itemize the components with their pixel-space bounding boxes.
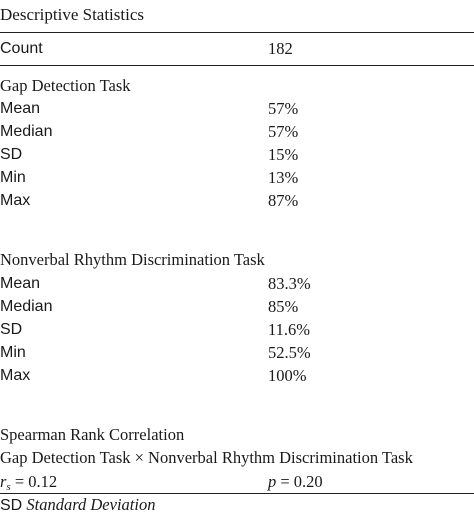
- table-row: Max 87%: [0, 189, 474, 212]
- footnote-abbr: SD: [0, 497, 23, 514]
- rhythm-sd-label: SD: [0, 321, 23, 338]
- gap-max-value: 87%: [268, 191, 299, 210]
- table-row: SD 11.6%: [0, 318, 474, 341]
- rhythm-min-label: Min: [0, 344, 26, 361]
- gap-median-value: 57%: [268, 122, 299, 141]
- gap-mean-label: Mean: [0, 100, 41, 117]
- gap-task-title: Gap Detection Task: [0, 76, 131, 95]
- count-label: Count: [0, 40, 43, 57]
- table-row: Min 52.5%: [0, 341, 474, 364]
- count-row: Count 182: [0, 37, 474, 60]
- table-row: Median 57%: [0, 120, 474, 143]
- top-rule: [0, 32, 474, 33]
- correlation-comparison: Gap Detection Task × Nonverbal Rhythm Di…: [0, 448, 413, 467]
- correlation-values-row: rs = 0.12 p = 0.20: [0, 470, 474, 493]
- gap-max-label: Max: [0, 192, 31, 209]
- rhythm-sd-value: 11.6%: [268, 320, 311, 339]
- rhythm-mean-value: 83.3%: [268, 274, 311, 293]
- rhythm-mean-label: Mean: [0, 275, 41, 292]
- rs-value: = 0.12: [14, 472, 58, 491]
- gap-min-value: 13%: [268, 168, 299, 187]
- p-symbol: p: [268, 472, 277, 491]
- rhythm-min-value: 52.5%: [268, 343, 311, 362]
- footnote: SD Standard Deviation: [0, 494, 155, 517]
- p-value: = 0.20: [280, 472, 323, 491]
- rhythm-max-label: Max: [0, 367, 31, 384]
- header-rule: [0, 65, 474, 66]
- rhythm-median-value: 85%: [268, 297, 299, 316]
- table-caption: Descriptive Statistics: [0, 5, 145, 24]
- rhythm-median-label: Median: [0, 298, 53, 315]
- p-statistic: p = 0.20: [268, 470, 323, 493]
- rs-subscript: s: [6, 481, 11, 493]
- table-row: Mean 83.3%: [0, 272, 474, 295]
- table-row: Max 100%: [0, 364, 474, 387]
- rs-statistic: rs = 0.12: [0, 470, 57, 499]
- table-row: Mean 57%: [0, 97, 474, 120]
- gap-mean-value: 57%: [268, 99, 299, 118]
- gap-min-label: Min: [0, 169, 26, 186]
- table-row: Min 13%: [0, 166, 474, 189]
- correlation-title: Spearman Rank Correlation: [0, 425, 185, 444]
- table-row: SD 15%: [0, 143, 474, 166]
- gap-median-label: Median: [0, 123, 53, 140]
- rhythm-max-value: 100%: [268, 366, 307, 385]
- table-row: Median 85%: [0, 295, 474, 318]
- rhythm-task-title: Nonverbal Rhythm Discrimination Task: [0, 250, 265, 269]
- gap-sd-label: SD: [0, 146, 23, 163]
- gap-sd-value: 15%: [268, 145, 299, 164]
- count-value: 182: [268, 39, 293, 58]
- rs-symbol: r: [0, 472, 7, 491]
- bottom-rule: [0, 493, 474, 494]
- footnote-definition: Standard Deviation: [26, 495, 156, 514]
